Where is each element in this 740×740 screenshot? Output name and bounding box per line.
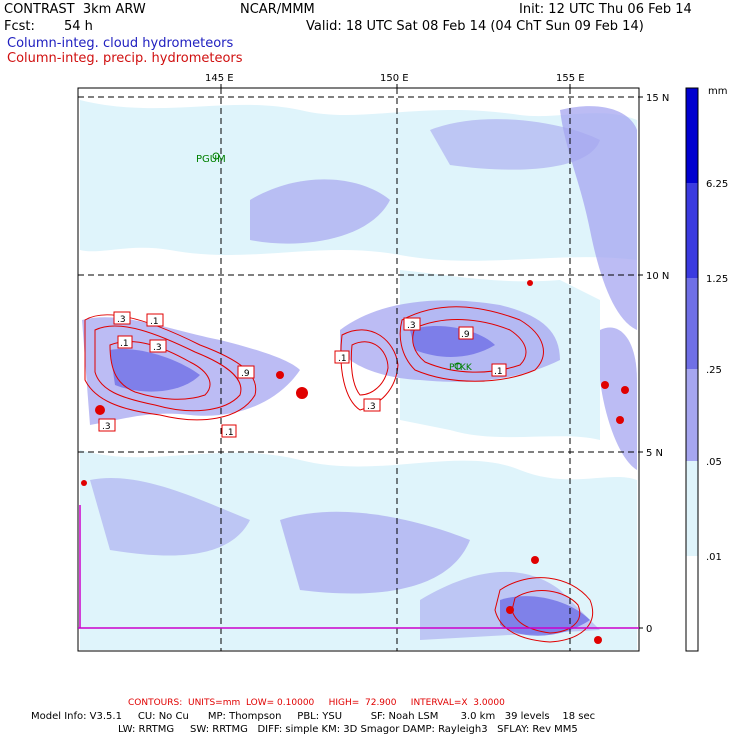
colorbar-level: 6.25: [706, 179, 728, 190]
lat-label-5n: 5 N: [646, 448, 663, 459]
contour-label: .3: [407, 321, 416, 331]
model-title: CONTRAST 3km ARW: [4, 2, 146, 17]
colorbar-segment: [686, 88, 698, 183]
contour-label: .9: [241, 369, 250, 379]
lat-label-10n: 10 N: [646, 271, 669, 282]
field-title-cloud: Column-integ. cloud hydrometeors: [7, 36, 234, 51]
contours-info: CONTOURS: UNITS=mm LOW= 0.10000 HIGH= 72…: [128, 698, 505, 708]
colorbar-level: .01: [706, 552, 722, 563]
contour-label: .1: [338, 354, 347, 364]
station-pgum: PGUM: [196, 154, 226, 165]
station-ptkk-marker: [454, 362, 462, 370]
org-label: NCAR/MMM: [240, 2, 315, 17]
contour-label: .3: [153, 343, 162, 353]
tick-marks: [220, 84, 643, 629]
lon-label-145: 145 E: [205, 73, 234, 84]
colorbar: mm 6.25 1.25 .25 .05 .01: [685, 86, 728, 652]
colorbar-segment: [686, 183, 698, 278]
contour-label: .3: [102, 422, 111, 432]
contour-label: .1: [150, 317, 159, 327]
colorbar-segment: [686, 278, 698, 369]
contour-labels: .3 .1 .1 .3 .9 .3 .1 .1 .3 .9 .1 .3: [98, 311, 507, 438]
hydrometeor-shading: [80, 100, 637, 650]
contour-label: .3: [117, 315, 126, 325]
colorbar-level: .05: [706, 457, 722, 468]
contour-label: .9: [461, 330, 470, 340]
colorbar-segment: [686, 461, 698, 556]
lon-label-150: 150 E: [380, 73, 409, 84]
colorbar-segment: [686, 556, 698, 651]
contour-label: .3: [367, 402, 376, 412]
lat-label-0: 0: [646, 624, 652, 635]
colorbar-segment: [686, 369, 698, 461]
colorbar-level: 1.25: [706, 274, 728, 285]
model-info-line-2: LW: RRTMG SW: RRTMG DIFF: simple KM: 3D …: [118, 724, 578, 735]
colorbar-level: .25: [706, 365, 722, 376]
init-time: Init: 12 UTC Thu 06 Feb 14: [519, 2, 692, 17]
colorbar-unit: mm: [708, 86, 727, 97]
station-pgum-marker: [212, 152, 220, 160]
model-info-line-1: Model Info: V3.5.1 CU: No Cu MP: Thompso…: [31, 711, 596, 722]
lat-label-15n: 15 N: [646, 93, 669, 104]
contour-label: .1: [494, 367, 503, 377]
fcst-value: 54 h: [64, 19, 93, 34]
fcst-label: Fcst:: [4, 19, 35, 34]
valid-time: Valid: 18 UTC Sat 08 Feb 14 (04 ChT Sun …: [306, 19, 644, 34]
contour-label: .1: [225, 428, 234, 438]
station-ptkk: PTKK: [449, 363, 473, 373]
field-title-precip: Column-integ. precip. hydrometeors: [7, 51, 243, 66]
lon-label-155: 155 E: [556, 73, 585, 84]
contour-label: .1: [120, 339, 129, 349]
